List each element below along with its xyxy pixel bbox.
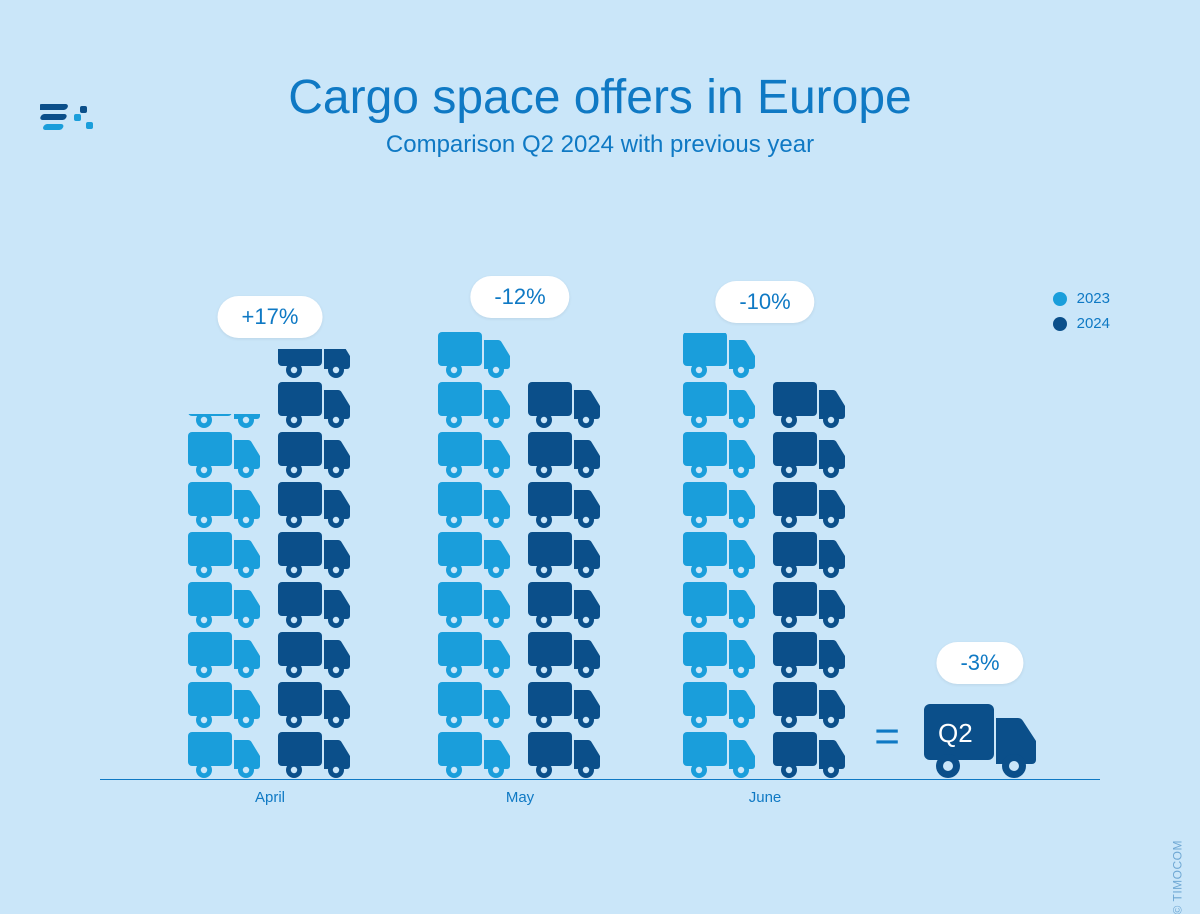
- truck-icon: [681, 728, 759, 780]
- change-badge: -12%: [470, 276, 569, 318]
- truck-icon: [276, 678, 354, 730]
- equals-sign: =: [874, 712, 900, 780]
- truck-icon: [276, 478, 354, 530]
- brand-logo: [40, 100, 96, 137]
- truck-icon: [276, 428, 354, 480]
- truck-icon: [681, 428, 759, 480]
- truck-icon: [681, 378, 759, 430]
- column-2023: [186, 380, 264, 780]
- copyright: © TIMOCOM: [1170, 840, 1184, 914]
- truck-icon: [771, 628, 849, 680]
- truck-icon: [681, 528, 759, 580]
- truck-icon: [436, 578, 514, 630]
- truck-icon: [771, 578, 849, 630]
- page-subtitle: Comparison Q2 2024 with previous year: [0, 131, 1200, 159]
- truck-icon: [681, 478, 759, 530]
- truck-icon: [771, 378, 849, 430]
- truck-icon: [526, 578, 604, 630]
- page-title: Cargo space offers in Europe: [0, 70, 1200, 125]
- truck-icon: [186, 478, 264, 530]
- truck-icon: [681, 628, 759, 680]
- truck-icon: [276, 728, 354, 780]
- truck-icon: [186, 678, 264, 730]
- truck-icon: [526, 378, 604, 430]
- truck-icon: [186, 528, 264, 580]
- summary-label: Q2: [938, 718, 973, 749]
- column-2024: [276, 330, 354, 780]
- truck-icon: [436, 678, 514, 730]
- column-2024: [526, 380, 604, 780]
- month-label: May: [430, 789, 610, 806]
- truck-icon: [436, 428, 514, 480]
- truck-icon: [436, 478, 514, 530]
- column-2024: [771, 380, 849, 780]
- truck-icon: [771, 478, 849, 530]
- truck-icon: [526, 428, 604, 480]
- truck-icon: [771, 528, 849, 580]
- change-badge: -10%: [715, 281, 814, 323]
- truck-icon: [186, 378, 264, 430]
- column-2023: [681, 330, 759, 780]
- truck-icon: [681, 678, 759, 730]
- summary-badge: -3%: [936, 642, 1023, 684]
- truck-icon: [526, 528, 604, 580]
- truck-icon: [186, 428, 264, 480]
- truck-icon: [681, 578, 759, 630]
- month-label: June: [675, 789, 855, 806]
- truck-icon: [436, 728, 514, 780]
- truck-icon: [276, 528, 354, 580]
- truck-icon: [186, 578, 264, 630]
- truck-icon: [526, 728, 604, 780]
- truck-icon: [436, 328, 514, 380]
- month-label: April: [180, 789, 360, 806]
- change-badge: +17%: [218, 296, 323, 338]
- truck-icon: [526, 628, 604, 680]
- truck-icon: [276, 628, 354, 680]
- truck-icon: [276, 378, 354, 430]
- truck-icon: [186, 728, 264, 780]
- truck-icon: [526, 678, 604, 730]
- truck-icon: [276, 578, 354, 630]
- truck-icon: [771, 428, 849, 480]
- truck-icon: [771, 678, 849, 730]
- truck-icon: [186, 628, 264, 680]
- truck-icon: [436, 378, 514, 430]
- truck-icon: [526, 478, 604, 530]
- column-2023: [436, 330, 514, 780]
- summary-group: = -3% Q2: [874, 696, 1040, 780]
- truck-icon: [436, 628, 514, 680]
- summary-truck: -3% Q2: [920, 696, 1040, 780]
- truck-icon: [436, 528, 514, 580]
- truck-icon: [771, 728, 849, 780]
- chart: +17%April-12%May-10%June = -3% Q2: [100, 280, 1100, 810]
- truck-icon: [681, 328, 759, 380]
